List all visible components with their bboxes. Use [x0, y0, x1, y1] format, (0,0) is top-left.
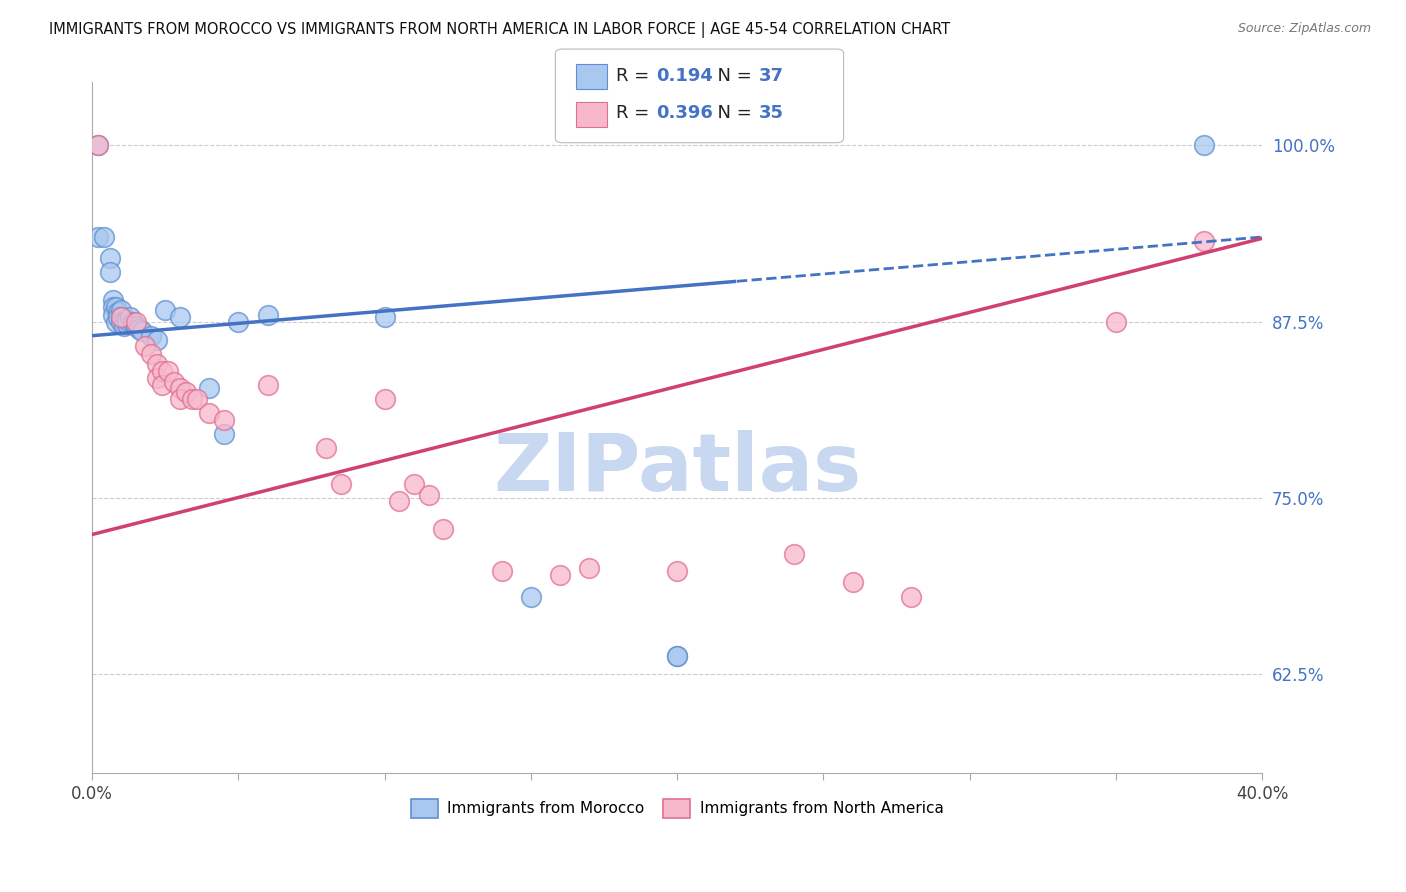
- Point: [107, 310, 129, 325]
- Point: [125, 315, 148, 329]
- Point: [110, 310, 132, 325]
- Point: [145, 333, 167, 347]
- Point: [198, 381, 221, 395]
- Point: [491, 564, 513, 578]
- Point: [388, 493, 411, 508]
- Point: [256, 378, 278, 392]
- Text: 37: 37: [759, 67, 785, 85]
- Point: [117, 313, 139, 327]
- Point: [374, 310, 396, 325]
- Point: [131, 325, 153, 339]
- Point: [666, 564, 689, 578]
- Point: [900, 590, 922, 604]
- Point: [139, 347, 162, 361]
- Point: [169, 310, 191, 325]
- Point: [134, 338, 156, 352]
- Point: [87, 138, 110, 153]
- Point: [120, 310, 142, 325]
- Point: [1192, 234, 1215, 248]
- Text: 35: 35: [759, 104, 785, 122]
- Point: [87, 230, 110, 244]
- Point: [174, 385, 197, 400]
- Point: [117, 318, 139, 332]
- Point: [104, 315, 127, 329]
- Point: [198, 406, 221, 420]
- Point: [112, 318, 135, 333]
- Text: 0.396: 0.396: [657, 104, 713, 122]
- Point: [169, 381, 191, 395]
- Point: [520, 590, 543, 604]
- Text: IMMIGRANTS FROM MOROCCO VS IMMIGRANTS FROM NORTH AMERICA IN LABOR FORCE | AGE 45: IMMIGRANTS FROM MOROCCO VS IMMIGRANTS FR…: [49, 22, 950, 38]
- Point: [157, 364, 180, 378]
- Point: [155, 303, 177, 318]
- Point: [212, 427, 235, 442]
- Point: [315, 442, 337, 456]
- Point: [329, 476, 352, 491]
- Point: [128, 321, 150, 335]
- Text: 0.194: 0.194: [657, 67, 713, 85]
- Point: [169, 392, 191, 406]
- Point: [101, 308, 124, 322]
- Point: [228, 315, 250, 329]
- Point: [125, 318, 148, 333]
- Point: [1105, 315, 1128, 329]
- Point: [93, 230, 115, 244]
- Point: [139, 328, 162, 343]
- Point: [186, 392, 208, 406]
- Point: [122, 315, 145, 329]
- Point: [110, 303, 132, 318]
- Point: [548, 568, 571, 582]
- Point: [180, 392, 202, 406]
- Text: N =: N =: [706, 104, 758, 122]
- Point: [150, 364, 173, 378]
- Point: [98, 265, 121, 279]
- Point: [256, 308, 278, 322]
- Text: R =: R =: [616, 67, 655, 85]
- Point: [98, 251, 121, 265]
- Point: [110, 310, 132, 325]
- Point: [107, 304, 129, 318]
- Point: [110, 315, 132, 329]
- Text: R =: R =: [616, 104, 655, 122]
- Point: [104, 301, 127, 315]
- Point: [101, 301, 124, 315]
- Point: [145, 357, 167, 371]
- Point: [578, 561, 600, 575]
- Text: ZIPatlas: ZIPatlas: [494, 430, 862, 508]
- Point: [145, 371, 167, 385]
- Point: [666, 648, 689, 663]
- Text: Source: ZipAtlas.com: Source: ZipAtlas.com: [1237, 22, 1371, 36]
- Point: [112, 315, 135, 329]
- Point: [87, 138, 110, 153]
- Point: [212, 413, 235, 427]
- Point: [418, 488, 440, 502]
- Point: [783, 547, 806, 561]
- Point: [666, 648, 689, 663]
- Point: [374, 392, 396, 406]
- Legend: Immigrants from Morocco, Immigrants from North America: Immigrants from Morocco, Immigrants from…: [405, 793, 949, 824]
- Point: [163, 375, 186, 389]
- Point: [1192, 138, 1215, 153]
- Point: [101, 293, 124, 308]
- Point: [150, 378, 173, 392]
- Point: [432, 522, 454, 536]
- Point: [402, 476, 425, 491]
- Text: N =: N =: [706, 67, 758, 85]
- Point: [841, 575, 863, 590]
